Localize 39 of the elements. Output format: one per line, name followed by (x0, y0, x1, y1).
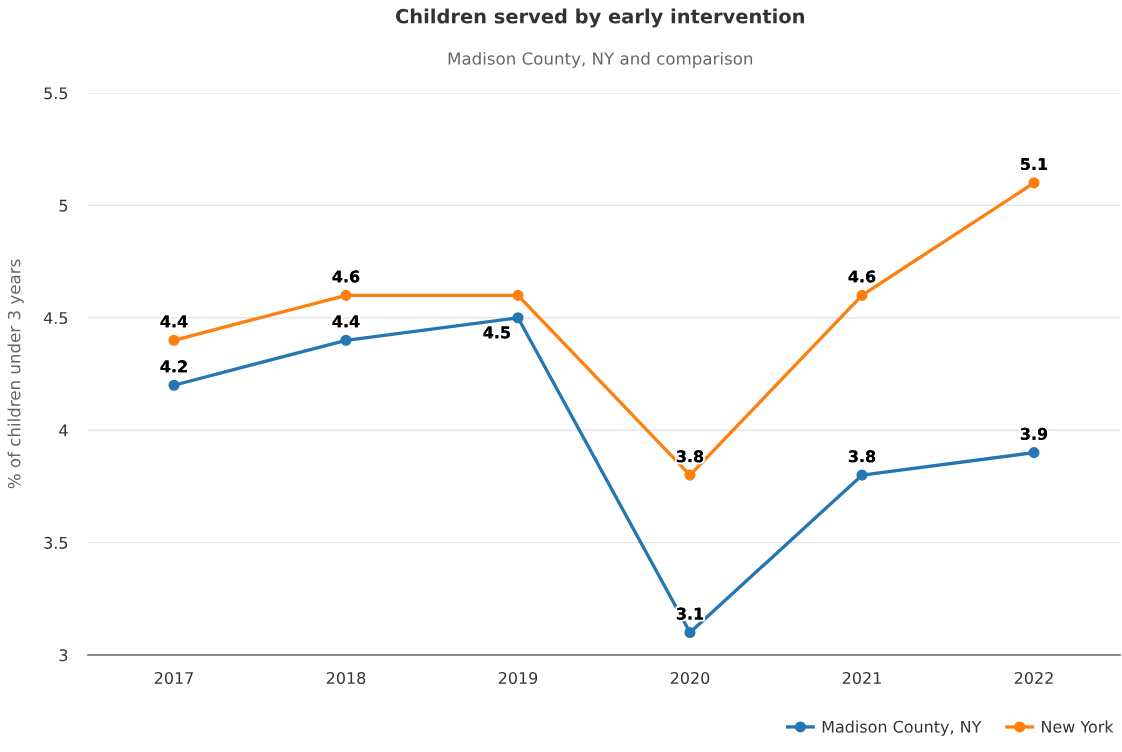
chart-title: Children served by early intervention (396, 8, 804, 28)
point (340, 334, 352, 346)
chart-subtitle: Madison County, NY and comparison (448, 51, 753, 69)
y-tick-label: 3 (59, 649, 68, 662)
data-label: 4.2 (160, 360, 187, 373)
x-tick-label: 2018 (326, 671, 366, 685)
x-tick-label: 2020 (670, 671, 710, 685)
x-tick-label: 2021 (842, 671, 881, 685)
x-tick-label: 2017 (154, 671, 193, 685)
data-label: 5.1 (1021, 158, 1048, 171)
point (856, 289, 868, 301)
y-tick-label: 5.5 (44, 87, 68, 100)
y-axis-title: % of children under 3 years (7, 259, 24, 489)
point (512, 312, 524, 324)
data-label: 3.8 (848, 450, 876, 463)
point (168, 379, 180, 391)
point (1028, 177, 1040, 189)
legend-label: New York (1042, 720, 1114, 733)
point (856, 469, 868, 481)
data-label: 4.6 (332, 270, 360, 283)
y-tick-label: 3.5 (44, 536, 68, 549)
data-label: 4.6 (848, 270, 876, 283)
data-label: 3.9 (1020, 427, 1048, 440)
data-label: 4.5 (483, 326, 510, 339)
y-tick-label: 4 (59, 424, 68, 437)
point (684, 469, 696, 481)
legend-label: Madison County, NY (822, 720, 982, 736)
point (1028, 447, 1040, 459)
data-label: 3.8 (676, 450, 704, 463)
x-tick-label: 2019 (498, 671, 538, 685)
point (512, 289, 524, 301)
y-tick-label: 4.5 (43, 312, 68, 325)
point (168, 334, 180, 346)
point (684, 626, 696, 639)
x-tick-label: 2022 (1014, 671, 1053, 685)
y-tick-label: 5 (59, 199, 68, 212)
data-label: 4.4 (332, 315, 360, 328)
point (340, 289, 352, 301)
data-label: 4.4 (160, 315, 188, 328)
